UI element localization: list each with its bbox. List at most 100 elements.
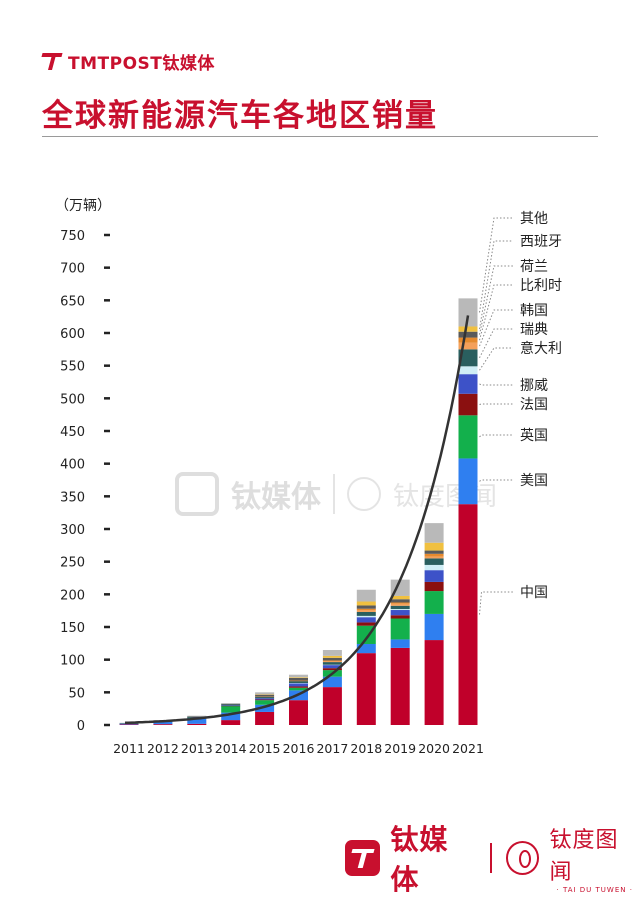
bar-segment	[424, 591, 444, 614]
legend-label: 意大利	[520, 340, 562, 357]
bar-segment	[424, 564, 444, 571]
bar-segment	[255, 692, 275, 695]
bar-segment	[356, 608, 376, 611]
x-tick-label: 2012	[147, 741, 179, 756]
bar-segment	[255, 694, 275, 697]
y-tick-label: 550	[60, 360, 85, 375]
bar-segment	[221, 705, 241, 707]
y-axis-label: （万辆）	[55, 198, 111, 214]
bar-segment	[187, 716, 207, 717]
bar-segment	[424, 570, 444, 582]
bar-segment	[390, 603, 410, 606]
bar-segment	[255, 700, 275, 705]
bar-segment	[322, 662, 342, 665]
bar-segment	[255, 704, 275, 712]
bar-segment	[390, 647, 410, 725]
footer-separator	[490, 843, 492, 873]
footer-alt-name: 钛度图闻	[549, 828, 619, 885]
bar-segment	[255, 696, 275, 699]
bar-segment	[322, 668, 342, 671]
bar-segment	[424, 581, 444, 592]
bar-segment	[356, 617, 376, 623]
bar-segment	[458, 504, 478, 725]
bar-segment	[458, 374, 478, 394]
bar-segment	[458, 393, 478, 416]
bar-segment	[187, 717, 207, 724]
bar-segment	[289, 677, 308, 678]
y-tick-label: 100	[60, 654, 85, 669]
bar-segment	[458, 298, 478, 327]
bar-segment	[458, 366, 478, 375]
watermark: 钛媒体 钛度图闻	[175, 472, 497, 516]
bar-segment	[390, 605, 410, 610]
watermark-circle-icon	[347, 477, 381, 511]
y-tick-label: 400	[60, 458, 85, 473]
bar-segment	[289, 677, 308, 681]
bar-segment	[322, 664, 342, 666]
legend-leader-line	[479, 403, 513, 406]
legend-label: 法国	[520, 397, 548, 413]
bar-segment	[221, 705, 241, 706]
watermark-name: 钛媒体	[231, 480, 321, 515]
bar-segment	[221, 703, 241, 704]
bar-segment	[390, 618, 410, 640]
legend-label: 其他	[520, 211, 548, 227]
bar-segment	[221, 703, 241, 705]
bar-segment	[289, 682, 308, 684]
bar-segment	[221, 720, 241, 725]
bar-segment	[289, 681, 308, 683]
bar-segment	[255, 696, 275, 698]
y-tick-label: 350	[60, 490, 85, 505]
bar-segment	[356, 610, 376, 612]
bar-segment	[289, 686, 308, 688]
bar-segment	[390, 595, 410, 600]
bar-segment	[356, 605, 376, 609]
bar-segment	[289, 674, 308, 678]
bar-segment	[390, 609, 410, 611]
bar-segment	[424, 523, 444, 543]
bar-segment	[322, 664, 342, 669]
legend-leader-line	[479, 479, 513, 482]
bar-segment	[424, 556, 444, 559]
x-tick-label: 2014	[215, 741, 247, 756]
legend-leader-line	[479, 309, 513, 347]
bar-segment	[390, 602, 410, 604]
bar-segment	[221, 704, 241, 706]
bar-segment	[322, 649, 342, 656]
taidu-logo-icon	[505, 841, 540, 875]
y-tick-label: 300	[60, 523, 85, 538]
legend-label: 韩国	[520, 303, 548, 319]
y-tick-label: 50	[68, 686, 85, 701]
x-tick-label: 2020	[418, 741, 450, 756]
x-tick-label: 2015	[249, 741, 281, 756]
legend-label: 美国	[520, 473, 548, 489]
legend-label: 中国	[520, 585, 548, 601]
legend-leader-line	[479, 434, 513, 438]
x-tick-label: 2011	[113, 741, 145, 756]
bar-segment	[424, 613, 444, 641]
x-tick-label: 2018	[350, 741, 382, 756]
bar-segment	[187, 715, 207, 717]
bar-segment	[153, 724, 173, 725]
taimeiti-logo-icon	[345, 840, 381, 876]
bar-segment	[221, 712, 241, 721]
bar-segment	[119, 724, 139, 725]
bar-segment	[187, 723, 207, 725]
legend-label: 比利时	[520, 278, 562, 294]
bar-segment	[356, 615, 376, 618]
legend-leader-line	[479, 383, 513, 386]
y-tick-label: 700	[60, 262, 85, 277]
legend-label: 英国	[520, 427, 548, 444]
bar-segment	[322, 657, 342, 661]
bar-segment	[322, 660, 342, 663]
bar-segment	[424, 542, 444, 551]
legend-label: 西班牙	[520, 234, 562, 250]
bar-segment	[322, 660, 342, 661]
brand-name: TMTPOST钛媒体	[68, 53, 215, 74]
legend-leader-line	[479, 328, 513, 359]
y-tick-label: 650	[60, 294, 85, 309]
y-tick-label: 500	[60, 392, 85, 407]
chart-title: 全球新能源汽车各地区销量	[42, 98, 438, 134]
bar-segment	[356, 622, 376, 626]
